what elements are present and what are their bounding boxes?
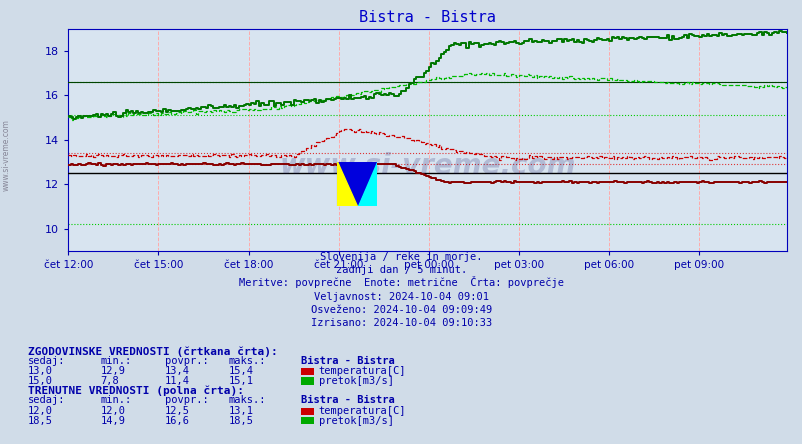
Text: 12,0: 12,0 — [100, 406, 125, 416]
Polygon shape — [337, 162, 357, 206]
Text: www.si-vreme.com: www.si-vreme.com — [2, 119, 11, 191]
Text: pretok[m3/s]: pretok[m3/s] — [318, 376, 393, 386]
Text: maks.:: maks.: — [229, 356, 266, 366]
Text: 14,9: 14,9 — [100, 416, 125, 426]
Text: 12,5: 12,5 — [164, 406, 189, 416]
Text: min.:: min.: — [100, 356, 132, 366]
Text: sedaj:: sedaj: — [28, 395, 66, 405]
Text: sedaj:: sedaj: — [28, 356, 66, 366]
Text: Bistra - Bistra: Bistra - Bistra — [301, 356, 395, 366]
Text: 7,8: 7,8 — [100, 376, 119, 386]
Text: Slovenija / reke in morje.: Slovenija / reke in morje. — [320, 252, 482, 262]
Text: 13,4: 13,4 — [164, 366, 189, 376]
Polygon shape — [337, 162, 377, 206]
Text: povpr.:: povpr.: — [164, 356, 208, 366]
Text: min.:: min.: — [100, 395, 132, 405]
Text: maks.:: maks.: — [229, 395, 266, 405]
Text: 11,4: 11,4 — [164, 376, 189, 386]
Text: pretok[m3/s]: pretok[m3/s] — [318, 416, 393, 426]
Text: povpr.:: povpr.: — [164, 395, 208, 405]
Text: 13,0: 13,0 — [28, 366, 53, 376]
Text: www.si-vreme.com: www.si-vreme.com — [279, 152, 575, 181]
Text: Veljavnost: 2024-10-04 09:01: Veljavnost: 2024-10-04 09:01 — [314, 292, 488, 302]
Text: ZGODOVINSKE VREDNOSTI (črtkana črta):: ZGODOVINSKE VREDNOSTI (črtkana črta): — [28, 347, 277, 357]
Text: Osveženo: 2024-10-04 09:09:49: Osveženo: 2024-10-04 09:09:49 — [310, 305, 492, 315]
Text: temperatura[C]: temperatura[C] — [318, 366, 406, 376]
Text: 13,1: 13,1 — [229, 406, 253, 416]
Text: Bistra - Bistra: Bistra - Bistra — [301, 395, 395, 405]
Text: TRENUTNE VREDNOSTI (polna črta):: TRENUTNE VREDNOSTI (polna črta): — [28, 386, 244, 396]
Polygon shape — [357, 162, 377, 206]
Text: 18,5: 18,5 — [28, 416, 53, 426]
Text: 12,9: 12,9 — [100, 366, 125, 376]
Text: Izrisano: 2024-10-04 09:10:33: Izrisano: 2024-10-04 09:10:33 — [310, 318, 492, 329]
Text: 15,4: 15,4 — [229, 366, 253, 376]
Text: 15,1: 15,1 — [229, 376, 253, 386]
Text: 12,0: 12,0 — [28, 406, 53, 416]
Text: Meritve: povprečne  Enote: metrične  Črta: povprečje: Meritve: povprečne Enote: metrične Črta:… — [239, 276, 563, 289]
Text: 16,6: 16,6 — [164, 416, 189, 426]
Text: zadnji dan / 5 minut.: zadnji dan / 5 minut. — [335, 265, 467, 275]
Text: 18,5: 18,5 — [229, 416, 253, 426]
Text: 15,0: 15,0 — [28, 376, 53, 386]
Title: Bistra - Bistra: Bistra - Bistra — [358, 10, 496, 25]
Text: temperatura[C]: temperatura[C] — [318, 406, 406, 416]
